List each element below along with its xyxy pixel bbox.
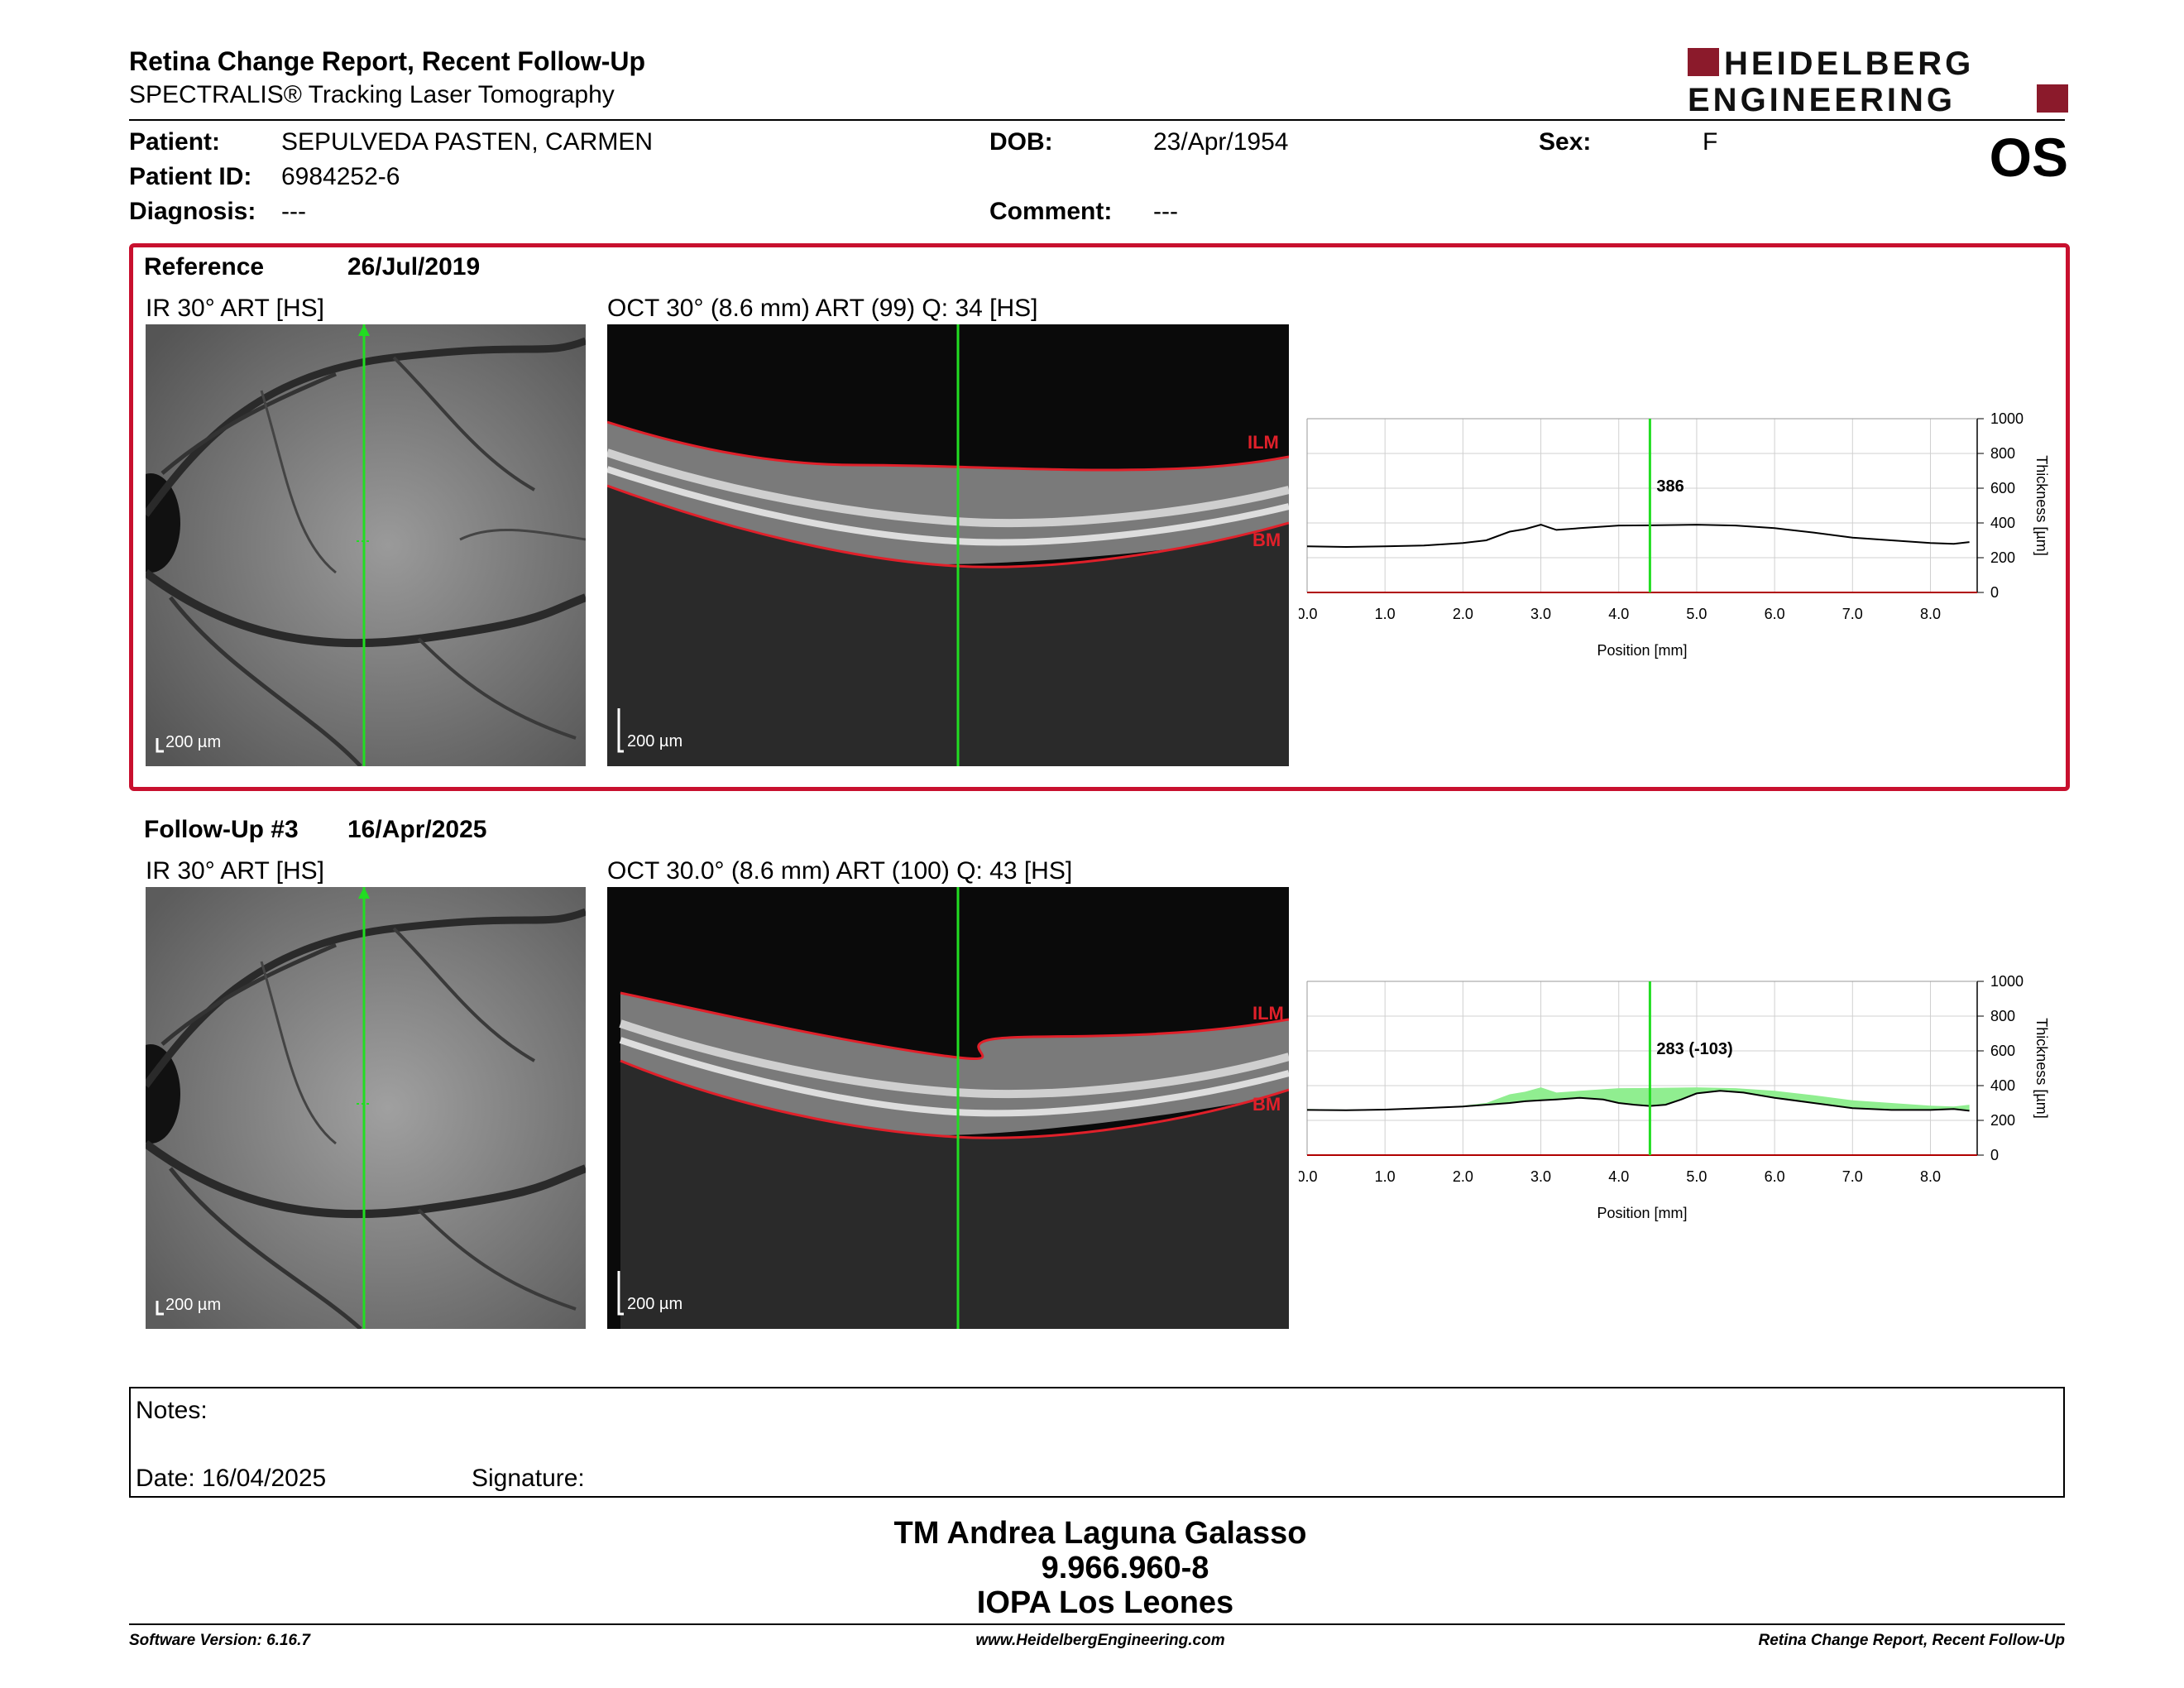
followup-fundus-image: 200 µm: [146, 887, 586, 1329]
x-tick-label: 8.0: [1920, 1168, 1941, 1185]
dob-value: 23/Apr/1954: [1153, 128, 1289, 156]
dob-label: DOB:: [989, 128, 1053, 156]
sex-value: F: [1703, 128, 1718, 156]
comment-label: Comment:: [989, 198, 1113, 225]
x-tick-label: 6.0: [1765, 606, 1785, 622]
cursor-value-label: 386: [1656, 477, 1684, 496]
footer-divider: [129, 1623, 2065, 1625]
x-tick-label: 4.0: [1608, 1168, 1629, 1185]
header-divider: [129, 119, 2065, 121]
patient-id-label: Patient ID:: [129, 163, 252, 190]
y-tick-label: 400: [1990, 515, 2015, 531]
reference-thickness-chart: 0.0 1.0 2.0 3.0 4.0 5.0 6.0 7.0 8.0 0 200 400 600 800…: [1299, 410, 2050, 659]
followup-oct-scale: 200 µm: [627, 1295, 682, 1313]
followup-ir-label: IR 30° ART [HS]: [146, 857, 324, 885]
logo-line1: HEIDELBERG: [1724, 46, 1974, 82]
signer-id: 9.966.960-8: [1041, 1551, 1209, 1585]
y-tick-label: 800: [1990, 445, 2015, 462]
x-tick-label: 3.0: [1530, 606, 1551, 622]
patient-name: SEPULVEDA PASTEN, CARMEN: [281, 128, 654, 156]
signer-institution: IOPA Los Leones: [976, 1585, 1234, 1620]
comment-value: ---: [1153, 198, 1178, 225]
y-tick-label: 0: [1990, 1147, 1999, 1163]
reference-ir-label: IR 30° ART [HS]: [146, 295, 324, 322]
software-version: Software Version: 6.16.7: [129, 1632, 310, 1649]
reference-fundus-image: 200 µm: [146, 324, 586, 766]
notes-label: Notes:: [136, 1397, 208, 1424]
y-tick-label: 400: [1990, 1077, 2015, 1094]
x-tick-label: 7.0: [1842, 1168, 1863, 1185]
sex-label: Sex:: [1539, 128, 1592, 156]
diagnosis-value: ---: [281, 198, 306, 225]
x-tick-label: 1.0: [1375, 606, 1396, 622]
diagnosis-label: Diagnosis:: [129, 198, 256, 225]
thickness-difference-area: [1307, 1087, 1970, 1111]
reference-bm-label: BM: [1252, 530, 1281, 550]
x-tick-label: 3.0: [1530, 1168, 1551, 1185]
x-tick-label: 0.0: [1299, 1168, 1318, 1185]
reference-oct-scale: 200 µm: [627, 732, 682, 750]
x-axis-label: Position [mm]: [1597, 1205, 1687, 1221]
notes-box[interactable]: [129, 1387, 2065, 1498]
x-tick-label: 1.0: [1375, 1168, 1396, 1185]
x-tick-label: 6.0: [1765, 1168, 1785, 1185]
reference-ir-scale: 200 µm: [165, 733, 221, 751]
x-tick-label: 8.0: [1920, 606, 1941, 622]
footer-website[interactable]: www.HeidelbergEngineering.com: [975, 1632, 1225, 1649]
x-tick-label: 4.0: [1608, 606, 1629, 622]
patient-label: Patient:: [129, 128, 221, 156]
followup-thickness-chart: 0.0 1.0 2.0 3.0 4.0 5.0 6.0 7.0 8.0 0 200 400 600 800…: [1299, 973, 2050, 1221]
footer-report-name: Retina Change Report, Recent Follow-Up: [1758, 1632, 2065, 1649]
reference-oct-label: OCT 30° (8.6 mm) ART (99) Q: 34 [HS]: [607, 295, 1038, 322]
y-axis-label: Thickness [µm]: [2033, 455, 2050, 555]
thickness-line: [1306, 524, 1970, 549]
report-title: Retina Change Report, Recent Follow-Up: [129, 46, 646, 76]
notes-date: Date: 16/04/2025: [136, 1465, 327, 1492]
signer-name: TM Andrea Laguna Galasso: [893, 1516, 1307, 1551]
report-subtitle: SPECTRALIS® Tracking Laser Tomography: [129, 81, 615, 108]
y-axis-label: Thickness [µm]: [2033, 1018, 2050, 1118]
x-tick-label: 2.0: [1453, 1168, 1473, 1185]
x-tick-label: 5.0: [1686, 606, 1707, 622]
x-tick-label: 5.0: [1686, 1168, 1707, 1185]
heidelberg-logo: HEIDELBERG ENGINEERING: [1688, 46, 2068, 114]
followup-oct-label: OCT 30.0° (8.6 mm) ART (100) Q: 43 [HS]: [607, 857, 1073, 885]
cursor-value-label: 283 (-103): [1656, 1040, 1732, 1058]
y-tick-label: 1000: [1990, 973, 2024, 990]
followup-oct-image: ILM BM 200 µm: [607, 887, 1289, 1329]
y-tick-label: 1000: [1990, 410, 2024, 427]
x-tick-label: 7.0: [1842, 606, 1863, 622]
signature-label: Signature:: [472, 1465, 585, 1492]
logo-line2: ENGINEERING: [1688, 82, 1956, 114]
followup-label: Follow-Up #3: [144, 816, 299, 843]
reference-oct-image: ILM BM 200 µm: [607, 324, 1289, 766]
x-tick-label: 0.0: [1299, 606, 1318, 622]
reference-frame: [129, 243, 2070, 791]
y-tick-label: 0: [1990, 584, 1999, 601]
y-tick-label: 600: [1990, 1043, 2015, 1059]
reference-label: Reference: [144, 253, 265, 281]
y-tick-label: 800: [1990, 1008, 2015, 1024]
y-tick-label: 200: [1990, 549, 2015, 566]
y-tick-label: 600: [1990, 480, 2015, 496]
followup-ir-scale: 200 µm: [165, 1296, 221, 1314]
followup-thickness-line: [1306, 1090, 1970, 1112]
patient-id: 6984252-6: [281, 163, 400, 190]
followup-bm-label: BM: [1252, 1094, 1281, 1115]
reference-ilm-label: ILM: [1248, 432, 1279, 453]
eye-indicator: OS: [1989, 127, 2068, 188]
y-tick-label: 200: [1990, 1112, 2015, 1129]
x-tick-label: 2.0: [1453, 606, 1473, 622]
reference-date: 26/Jul/2019: [347, 253, 481, 281]
followup-date: 16/Apr/2025: [347, 816, 487, 843]
x-axis-label: Position [mm]: [1597, 642, 1687, 659]
followup-ilm-label: ILM: [1252, 1003, 1284, 1024]
